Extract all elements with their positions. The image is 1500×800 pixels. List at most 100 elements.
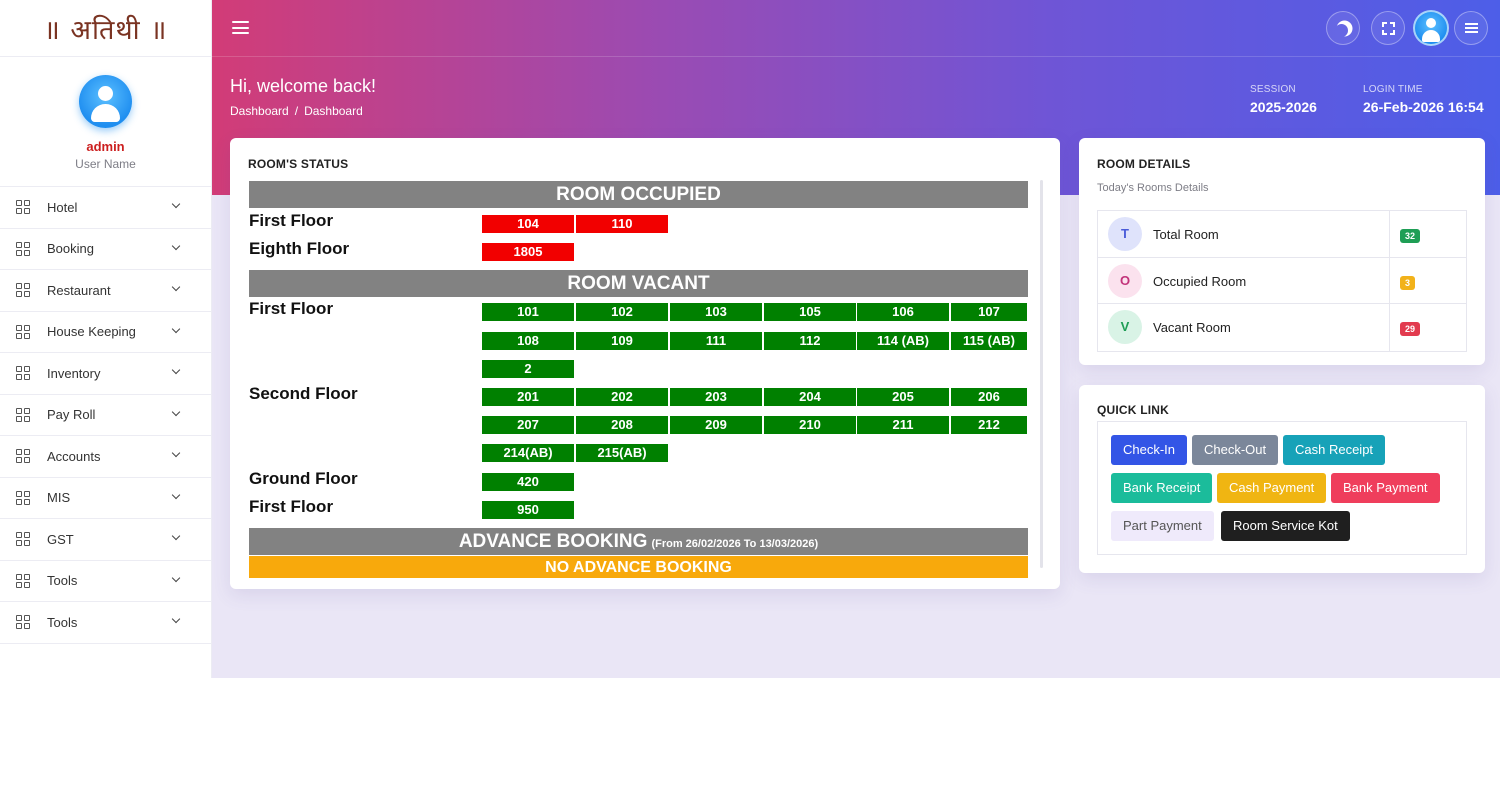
app-root: ॥ अतिथी ॥ admin User Name Hotel Booking Re… xyxy=(0,0,1500,678)
room-details-title: ROOM DETAILS xyxy=(1097,157,1191,171)
vacant-room-cell[interactable]: 106 xyxy=(857,303,949,322)
room-service-kot-button[interactable]: Room Service Kot xyxy=(1221,511,1350,541)
vacant-room-cell[interactable]: 212 xyxy=(951,416,1027,435)
sidebar-item-label: Tools xyxy=(47,614,78,630)
sidebar-item-pay-roll[interactable]: Pay Roll xyxy=(0,395,211,436)
breadcrumb-item[interactable]: Dashboard xyxy=(230,104,289,118)
menu-toggle-icon[interactable] xyxy=(232,21,249,34)
check-in-button[interactable]: Check-In xyxy=(1111,435,1188,465)
sidebar-item-label: MIS xyxy=(47,490,71,506)
vacant-room-cell[interactable]: 207 xyxy=(482,416,574,435)
topbar xyxy=(212,0,1500,57)
vacant-room-cell[interactable]: 109 xyxy=(576,331,668,350)
login-info: LOGIN TIME 26-Feb-2026 16:54 xyxy=(1363,84,1484,115)
room-details-table: T Total Room 32 O Occupied Room 3 V Vacant Room… xyxy=(1097,210,1467,352)
vacant-room-cell[interactable]: 114 (AB) xyxy=(857,331,949,350)
vacant-room-cell[interactable]: 108 xyxy=(482,331,574,350)
column-divider xyxy=(1389,304,1390,351)
logo[interactable]: ॥ अतिथी ॥ xyxy=(0,0,211,57)
vacant-room-cell[interactable]: 115 (AB) xyxy=(951,331,1027,350)
chevron-down-icon xyxy=(171,365,181,375)
vacant-room-cell[interactable]: 102 xyxy=(576,303,668,322)
occupied-room-cell[interactable]: 1805 xyxy=(482,243,574,262)
vacant-room-cell[interactable]: 211 xyxy=(857,416,949,435)
fullscreen-button[interactable] xyxy=(1371,11,1405,45)
vacant-room-cell[interactable]: 209 xyxy=(670,416,762,435)
vacant-room-cell[interactable]: 950 xyxy=(482,500,574,519)
sidebar-item-house-keeping[interactable]: House Keeping xyxy=(0,312,211,353)
sidebar-item-tools[interactable]: Tools xyxy=(0,602,211,644)
grid-icon xyxy=(16,324,30,339)
chevron-down-icon xyxy=(171,490,181,499)
sidebar-nav: Hotel Booking Restaurant House Keeping Inven… xyxy=(0,187,211,644)
welcome-title: Hi, welcome back! xyxy=(230,76,377,96)
part-payment-button[interactable]: Part Payment xyxy=(1111,511,1214,541)
profile-avatar-button[interactable] xyxy=(1413,10,1449,46)
fullscreen-icon xyxy=(1381,21,1395,35)
vacant-room-cell[interactable]: 203 xyxy=(670,388,762,406)
cash-receipt-button[interactable]: Cash Receipt xyxy=(1283,435,1386,465)
vacant-room-cell[interactable]: 201 xyxy=(482,388,574,406)
sidebar-item-restaurant[interactable]: Restaurant xyxy=(0,270,211,312)
sidebar-item-accounts[interactable]: Accounts xyxy=(0,436,211,478)
user-avatar-icon[interactable] xyxy=(79,75,132,128)
sidebar-item-hotel[interactable]: Hotel xyxy=(0,187,211,229)
vacant-room-cell[interactable]: 2 xyxy=(482,359,574,378)
room-occupied-heading: ROOM OCCUPIED xyxy=(249,181,1028,208)
chevron-down-icon xyxy=(171,614,181,624)
session-info: SESSION 2025-2026 xyxy=(1250,84,1317,115)
sidebar-item-tools[interactable]: Tools xyxy=(0,561,211,602)
vacant-room-cell[interactable]: 205 xyxy=(857,388,949,406)
no-advance-booking-banner: NO ADVANCE BOOKING xyxy=(249,556,1028,578)
room-details-card: ROOM DETAILS Today's Rooms Details T Tota… xyxy=(1079,138,1485,365)
sidebar-item-label: Tools xyxy=(47,573,78,589)
vacant-room-cell[interactable]: 214(AB) xyxy=(482,444,574,463)
vacant-room-cell[interactable]: 103 xyxy=(670,303,762,322)
vacant-room-cell[interactable]: 111 xyxy=(670,331,762,350)
breadcrumb-separator: / xyxy=(294,104,299,118)
advance-booking-heading: ADVANCE BOOKING (From 26/02/2026 To 13/03… xyxy=(249,528,1028,555)
vacant-room-cell[interactable]: 107 xyxy=(951,303,1027,322)
sidebar-item-inventory[interactable]: Inventory xyxy=(0,353,211,395)
sidebar-item-gst[interactable]: GST xyxy=(0,519,211,561)
vacant-room-cell[interactable]: 208 xyxy=(576,416,668,435)
vacant-room-cell[interactable]: 210 xyxy=(764,416,856,435)
bank-payment-button[interactable]: Bank Payment xyxy=(1331,473,1440,503)
sidebar-item-mis[interactable]: MIS xyxy=(0,478,211,519)
chevron-down-icon xyxy=(171,531,181,541)
sidebar-item-label: Hotel xyxy=(47,199,78,215)
vacant-room-cell[interactable]: 215(AB) xyxy=(576,444,668,463)
room-detail-label: Vacant Room xyxy=(1153,320,1231,335)
room-occupied-heading-text: ROOM OCCUPIED xyxy=(556,184,721,205)
more-menu-button[interactable] xyxy=(1454,11,1488,45)
vacant-room-cell[interactable]: 202 xyxy=(576,388,668,406)
vacant-room-cell[interactable]: 105 xyxy=(764,303,856,322)
advance-booking-heading-text: ADVANCE BOOKING xyxy=(458,531,648,552)
count-badge: 3 xyxy=(1400,275,1416,290)
vacant-room-cell[interactable]: 420 xyxy=(482,472,574,491)
floor-label: Second Floor xyxy=(249,384,358,403)
cash-payment-button[interactable]: Cash Payment xyxy=(1217,473,1327,503)
bank-receipt-button[interactable]: Bank Receipt xyxy=(1111,473,1213,503)
vacant-room-cell[interactable]: 204 xyxy=(764,388,856,406)
chevron-down-icon xyxy=(171,448,181,458)
chevron-down-icon xyxy=(171,241,181,250)
vacant-room-cell[interactable]: 112 xyxy=(764,331,856,350)
grid-icon xyxy=(16,615,30,630)
vacant-room-cell[interactable]: 101 xyxy=(482,303,574,322)
grid-icon xyxy=(16,407,30,422)
count-badge: 29 xyxy=(1400,322,1421,336)
floor-label: Eighth Floor xyxy=(249,239,350,259)
dark-mode-button[interactable] xyxy=(1326,11,1360,45)
occupied-room-cell[interactable]: 104 xyxy=(482,215,574,233)
count-badge: 32 xyxy=(1400,229,1421,243)
breadcrumb-item-current: Dashboard xyxy=(304,104,363,118)
occupied-room-cell[interactable]: 110 xyxy=(576,215,668,233)
room-status-scrollbar[interactable] xyxy=(1040,180,1043,568)
room-vacant-heading-text: ROOM VACANT xyxy=(567,273,710,295)
sidebar-item-booking[interactable]: Booking xyxy=(0,229,211,270)
check-out-button[interactable]: Check-Out xyxy=(1192,435,1279,465)
vacant-room-cell[interactable]: 206 xyxy=(951,388,1027,406)
sidebar: ॥ अतिथी ॥ admin User Name Hotel Booking Re… xyxy=(0,0,212,678)
room-status-title: ROOM'S STATUS xyxy=(248,157,349,171)
